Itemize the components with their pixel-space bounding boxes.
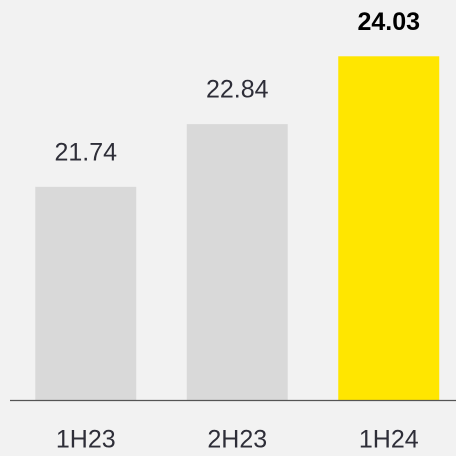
bar [338,56,440,400]
x-tick-label: 2H23 [207,426,267,454]
value-label: 22.84 [206,76,269,104]
bar [35,186,137,400]
x-tick-label: 1H23 [56,426,116,454]
value-label: 21.74 [54,138,117,166]
x-tick-label: 1H24 [359,426,419,454]
value-label: 24.03 [357,8,420,36]
bar [186,124,288,401]
